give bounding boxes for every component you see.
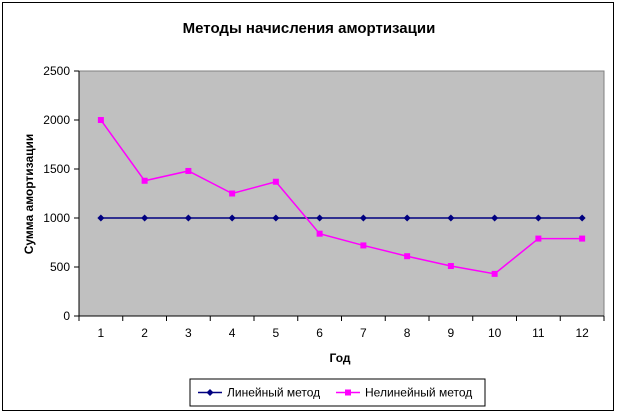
data-point <box>141 177 148 184</box>
y-tick-label: 2500 <box>43 64 70 78</box>
data-point <box>272 214 280 222</box>
series-layer <box>97 117 586 277</box>
y-tick-label: 1500 <box>43 162 70 176</box>
plot-area <box>78 70 605 317</box>
data-point <box>535 235 542 242</box>
x-tick-label: 11 <box>532 326 545 340</box>
data-point <box>229 190 236 197</box>
data-point <box>534 214 542 222</box>
data-point <box>316 230 323 237</box>
data-point <box>447 214 455 222</box>
data-point <box>403 214 411 222</box>
data-point <box>404 253 411 260</box>
data-point <box>578 214 586 222</box>
y-axis-title: Сумма амортизации <box>22 134 36 255</box>
data-point <box>141 214 149 222</box>
x-tick-label: 12 <box>575 326 589 340</box>
series-line <box>100 119 583 275</box>
x-axis: 1 2 3 4 5 6 7 8 9 10 11 12 <box>78 315 605 340</box>
legend-entry: Линейный метод <box>198 386 320 400</box>
legend-label: Нелинейный метод <box>365 386 472 400</box>
legend-marker <box>345 389 351 396</box>
data-point <box>97 117 104 123</box>
data-point <box>447 263 454 270</box>
x-tick-label: 8 <box>404 326 411 340</box>
x-tick-label: 7 <box>360 326 367 340</box>
data-point <box>579 235 586 242</box>
x-tick-label: 4 <box>229 326 236 340</box>
data-point <box>491 214 499 222</box>
x-tick-label: 6 <box>316 326 323 340</box>
y-axis: 0 500 1000 1500 2000 2500 <box>43 64 80 323</box>
data-point <box>316 214 324 222</box>
data-point <box>491 270 498 277</box>
data-point <box>359 214 367 222</box>
y-tick-label: 1000 <box>43 211 70 225</box>
data-point <box>360 242 367 249</box>
data-point <box>228 214 236 222</box>
data-point <box>185 167 192 174</box>
y-tick-label: 500 <box>50 260 70 274</box>
x-tick-label: 5 <box>273 326 280 340</box>
x-tick-label: 3 <box>185 326 192 340</box>
series-1 <box>97 214 586 222</box>
data-point <box>272 178 279 185</box>
y-tick-label: 0 <box>63 309 70 323</box>
legend-entry: Нелинейный метод <box>336 386 472 400</box>
series-2 <box>97 117 586 277</box>
x-tick-label: 10 <box>488 326 502 340</box>
x-tick-label: 1 <box>98 326 105 340</box>
y-tick-label: 2000 <box>43 113 70 127</box>
x-tick-label: 9 <box>448 326 455 340</box>
legend-label: Линейный метод <box>227 386 320 400</box>
x-axis-title: Год <box>330 351 351 365</box>
data-point <box>97 214 105 222</box>
legend-marker <box>206 389 214 396</box>
x-tick-label: 2 <box>141 326 148 340</box>
chart-title: Методы начисления амортизации <box>183 20 436 37</box>
legend: Линейный метод Нелинейный метод <box>189 378 486 407</box>
data-point <box>184 214 192 222</box>
